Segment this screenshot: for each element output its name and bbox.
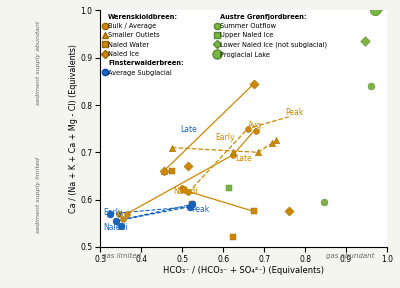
Point bbox=[253, 129, 259, 133]
Point bbox=[269, 141, 276, 145]
Point bbox=[107, 211, 114, 216]
Text: Peak: Peak bbox=[191, 206, 209, 215]
Text: Avg.: Avg. bbox=[248, 121, 264, 130]
Point bbox=[251, 82, 257, 86]
Point bbox=[230, 152, 236, 157]
Text: sediment supply abundant: sediment supply abundant bbox=[36, 20, 41, 105]
Point bbox=[372, 8, 378, 13]
Text: Late: Late bbox=[235, 154, 252, 163]
Point bbox=[320, 200, 327, 204]
Text: Late: Late bbox=[180, 125, 197, 134]
Point bbox=[251, 209, 257, 214]
Point bbox=[169, 169, 175, 174]
Point bbox=[244, 126, 251, 131]
Point bbox=[255, 150, 261, 155]
Point bbox=[160, 169, 167, 174]
Point bbox=[187, 204, 194, 209]
Point bbox=[169, 145, 175, 150]
Point bbox=[160, 169, 167, 174]
Text: Early: Early bbox=[103, 208, 123, 217]
Text: sediment supply limited: sediment supply limited bbox=[36, 157, 41, 233]
Point bbox=[226, 185, 232, 190]
Point bbox=[117, 223, 124, 228]
Point bbox=[189, 202, 196, 206]
Point bbox=[181, 188, 187, 192]
Point bbox=[374, 8, 380, 13]
Point bbox=[120, 216, 126, 221]
Point bbox=[230, 235, 236, 240]
Point bbox=[286, 209, 292, 214]
Text: gas limited: gas limited bbox=[102, 253, 141, 259]
X-axis label: HCO₃⁻ / (HCO₃⁻ + SO₄²⁻) (Equivalents): HCO₃⁻ / (HCO₃⁻ + SO₄²⁻) (Equivalents) bbox=[163, 266, 324, 275]
Y-axis label: Ca / (Na + K + Ca + Mg - Cl) (Equivalents): Ca / (Na + K + Ca + Mg - Cl) (Equivalent… bbox=[68, 44, 78, 213]
Text: Naledi: Naledi bbox=[173, 187, 198, 196]
Text: Early: Early bbox=[216, 133, 235, 142]
Point bbox=[115, 211, 122, 216]
Point bbox=[273, 138, 280, 143]
Text: Naledi: Naledi bbox=[103, 223, 128, 232]
Text: gas abundant: gas abundant bbox=[326, 253, 375, 259]
Point bbox=[189, 202, 196, 206]
Legend: Austre Grønfjordbreen:, Summer Outflow, Upper Naled Ice, Lower Naled Ice (not su: Austre Grønfjordbreen:, Summer Outflow, … bbox=[215, 14, 327, 58]
Point bbox=[185, 164, 192, 169]
Point bbox=[113, 219, 120, 223]
Point bbox=[361, 39, 368, 43]
Text: Peak: Peak bbox=[285, 108, 304, 117]
Point bbox=[179, 185, 185, 190]
Point bbox=[230, 150, 236, 155]
Point bbox=[124, 211, 130, 216]
Point bbox=[185, 190, 192, 195]
Point bbox=[368, 84, 374, 88]
